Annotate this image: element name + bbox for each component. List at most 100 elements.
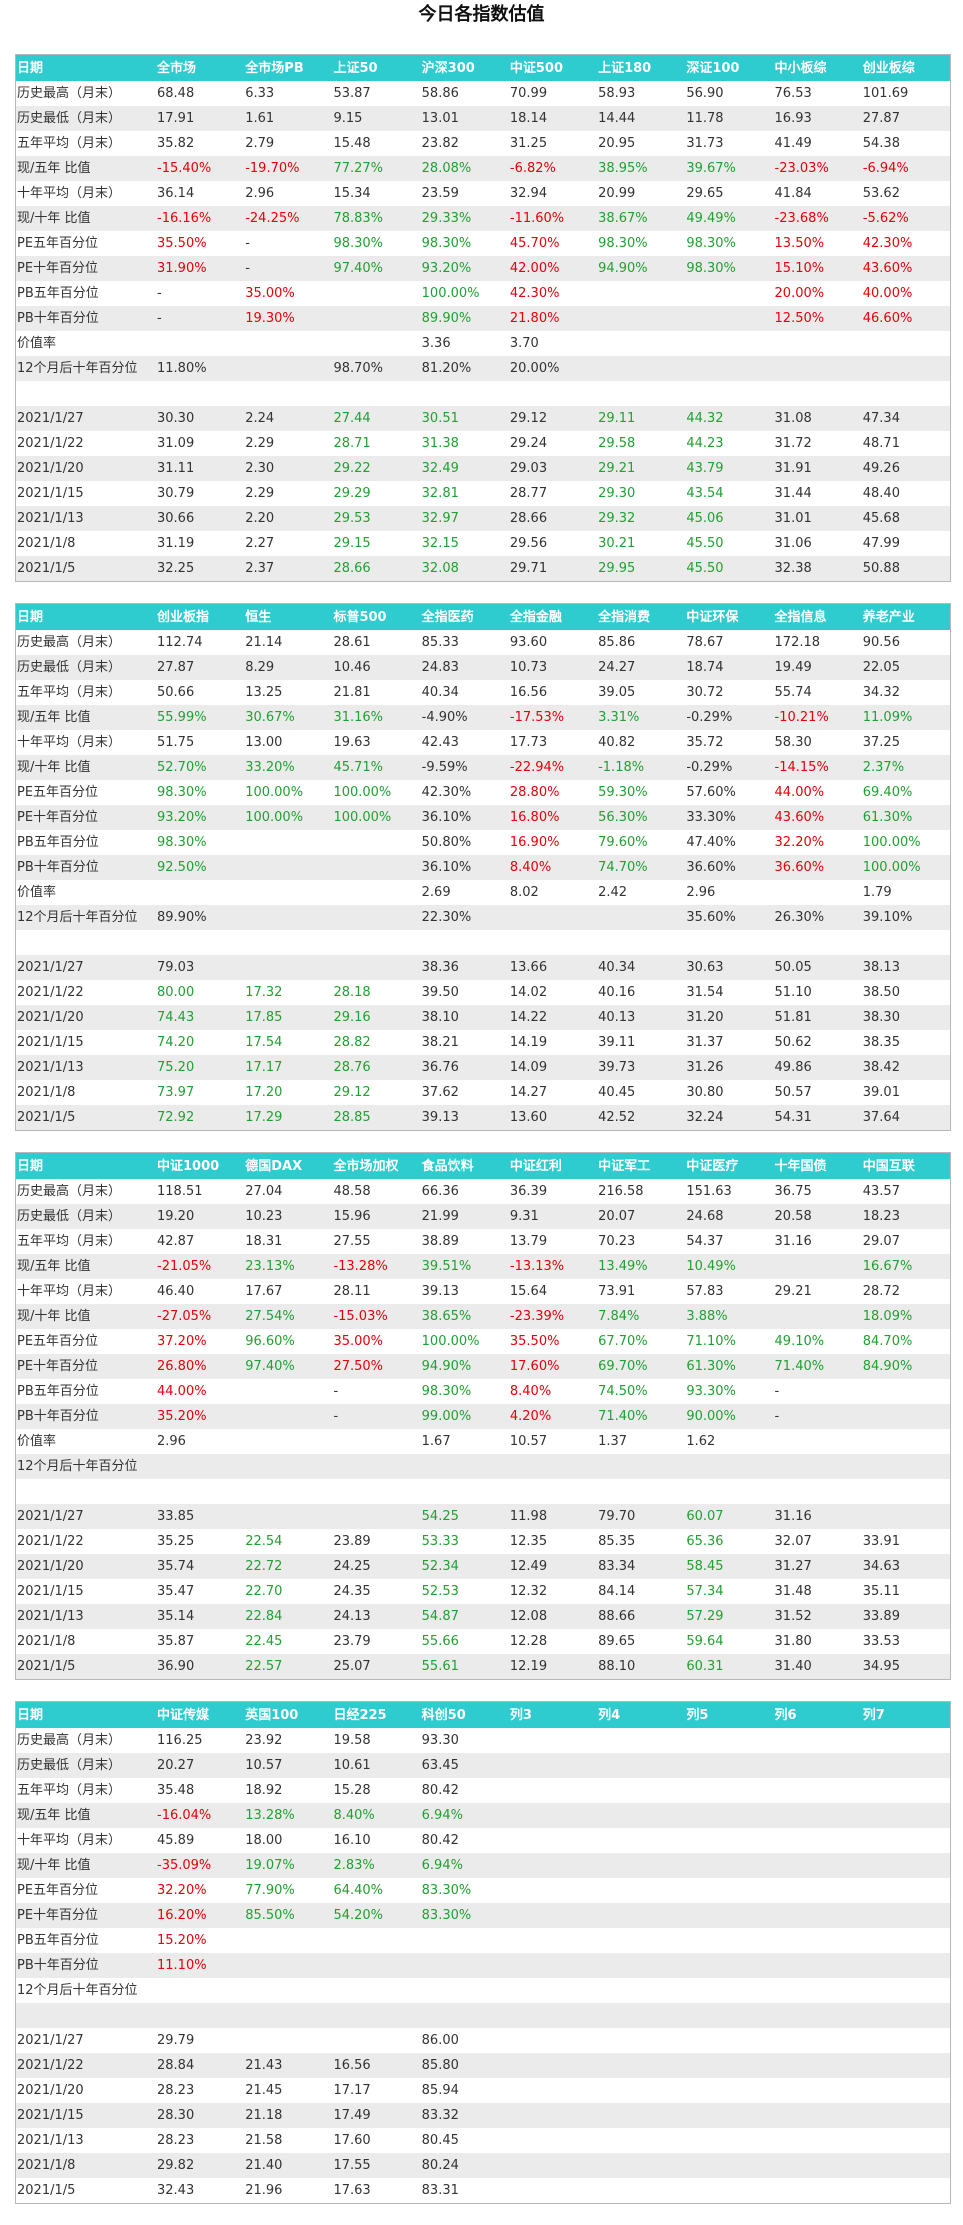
table-row: PE十年百分位 16.20% 85.50% 54.20% 83.30%: [16, 1903, 950, 1928]
table-cell: 13.00: [245, 735, 283, 750]
table-cell: 38.95%: [597, 156, 686, 181]
table-row: 历史最高（月末） 112.74 21.14 28.61 85.33 93.60 85.86 7…: [16, 630, 950, 655]
table-row: 现/五年 比值 -16.04% 13.28% 8.40% 6.94%: [16, 1803, 950, 1828]
table-cell: 22.70: [245, 1584, 283, 1599]
row-label-cell: 2021/1/20: [16, 456, 156, 481]
table-cell: 29.03: [508, 456, 598, 481]
row-label-cell: 2021/1/13: [17, 2133, 84, 2148]
table-cell: 8.40%: [332, 1803, 421, 1828]
table-cell: [597, 1953, 686, 1978]
table-cell: 99.00%: [420, 1404, 509, 1429]
table-cell: 13.79: [509, 1234, 548, 1249]
table-cell: [773, 1304, 862, 1329]
header-cell: 德国DAX: [244, 1153, 333, 1179]
table-cell: [244, 1454, 333, 1479]
table-cell: [508, 1953, 598, 1978]
table-cell: [774, 1778, 862, 1803]
table-cell: 50.80%: [421, 835, 472, 850]
table-cell: 28.30: [156, 2103, 245, 2128]
table-cell: 46.40: [157, 1284, 195, 1299]
table-row: PE五年百分位 35.50% - 98.30% 98.30% 45.70% 98.30% 98…: [16, 231, 950, 256]
table-cell: 100.00%: [332, 805, 421, 830]
table-cell: 34.32: [862, 685, 900, 700]
table-cell: [597, 1753, 686, 1778]
row-label-cell: 历史最低（月末）: [16, 1753, 156, 1778]
row-label-cell: PE五年百分位: [17, 1334, 99, 1349]
table-cell: 15.28: [333, 1783, 371, 1798]
table-cell: [862, 331, 950, 356]
table-cell: 20.00%: [774, 286, 825, 301]
table-cell: 101.69: [862, 86, 909, 101]
table-cell: 37.64: [861, 1105, 950, 1130]
table-header-row: 日期 全市场 全市场PB 上证50 沪深300 中证500 上证180 深证100 中小板综 创业…: [16, 55, 950, 81]
table-cell: 11.09%: [861, 705, 950, 730]
table-row: [16, 2003, 950, 2028]
table-cell: 33.89: [861, 1604, 950, 1629]
table-cell: 2.69: [421, 885, 451, 900]
table-cell: [861, 1953, 950, 1978]
table-cell: 29.79: [157, 2033, 195, 2048]
table-cell: 100.00%: [333, 785, 392, 800]
table-cell: 98.30%: [685, 256, 774, 281]
table-cell: 76.53: [774, 86, 812, 101]
table-cell: 38.13: [861, 955, 950, 980]
table-cell: [685, 1928, 773, 1953]
table-cell: -5.62%: [861, 206, 950, 231]
header-cell: 养老产业: [861, 604, 950, 630]
table-cell: 30.21: [598, 536, 636, 551]
table-cell: [244, 1928, 332, 1953]
table-cell: [861, 2003, 950, 2028]
valuation-table-1: 日期 全市场 全市场PB 上证50 沪深300 中证500 上证180 深证100 中小板综 创业…: [15, 54, 951, 582]
table-cell: [773, 1753, 862, 1778]
table-cell: 80.42: [421, 1833, 459, 1848]
table-cell: 28.85: [332, 1105, 421, 1130]
table-cell: 90.56: [862, 635, 900, 650]
table-cell: 27.44: [332, 406, 421, 431]
table-cell: 17.63: [333, 2183, 371, 2198]
table-cell: 55.61: [420, 1654, 509, 1679]
table-cell: [685, 281, 773, 306]
table-row: 现/五年 比值 -15.40% -19.70% 77.27% 28.08% -6.82% 3…: [16, 156, 950, 181]
table-cell: [597, 2078, 685, 2103]
table-cell: 29.12: [333, 1085, 371, 1100]
row-label-cell: 2021/1/13: [16, 1604, 156, 1629]
table-cell: [509, 930, 597, 955]
row-label-cell: 2021/1/22: [17, 1534, 84, 1549]
table-cell: 112.74: [157, 635, 203, 650]
table-cell: 33.20%: [244, 755, 333, 780]
table-cell: 65.36: [686, 1534, 724, 1549]
table-row: 2021/1/20 31.11 2.30 29.22 32.49 29.03 29.21 43…: [16, 456, 950, 481]
table-cell: 8.02: [509, 885, 539, 900]
header-cell: 创业板指: [156, 604, 245, 630]
table-cell: [420, 2003, 509, 2028]
table-cell: 89.65: [598, 1634, 636, 1649]
table-cell: 16.10: [333, 1833, 371, 1848]
table-cell: 38.35: [862, 1035, 900, 1050]
table-row: 2021/1/27 79.03 38.36 13.66 40.34 30.63 50.05 3…: [16, 955, 950, 980]
table-cell: 1.62: [686, 1434, 716, 1449]
table-cell: 2.20: [244, 506, 333, 531]
table-cell: 74.50%: [598, 1384, 648, 1399]
table-cell: 93.20%: [156, 805, 245, 830]
table-cell: [862, 2178, 950, 2203]
table-cell: 29.12: [508, 406, 598, 431]
row-label-cell: 十年平均（月末）: [17, 1833, 122, 1848]
table-cell: [508, 1753, 598, 1778]
table-cell: [774, 930, 862, 955]
table-cell: 83.32: [420, 2103, 509, 2128]
table-cell: 29.56: [509, 536, 548, 551]
table-cell: -0.29%: [685, 705, 774, 730]
table-cell: 20.99: [598, 186, 636, 201]
valuation-table-3: 日期 中证1000 德国DAX 全市场加权 食品饮料 中证红利 中证军工 中证医疗 十年国债 中国…: [15, 1152, 951, 1680]
table-cell: 97.40%: [332, 256, 421, 281]
table-cell: 40.13: [597, 1005, 686, 1030]
table-cell: 39.73: [597, 1055, 686, 1080]
table-cell: [685, 2028, 773, 2053]
table-row: 12个月后十年百分位 89.90% 22.30% 35.60% 26.30% 39.10%: [16, 905, 950, 930]
table-row: PE五年百分位 98.30% 100.00% 100.00% 42.30% 28.80% 5…: [16, 780, 950, 805]
row-label-cell: 历史最高（月末）: [17, 635, 122, 650]
table-cell: 33.85: [156, 1504, 245, 1529]
table-cell: [862, 1978, 950, 2003]
row-label-cell: 2021/1/22: [17, 985, 84, 1000]
table-cell: 2.83%: [332, 1853, 421, 1878]
